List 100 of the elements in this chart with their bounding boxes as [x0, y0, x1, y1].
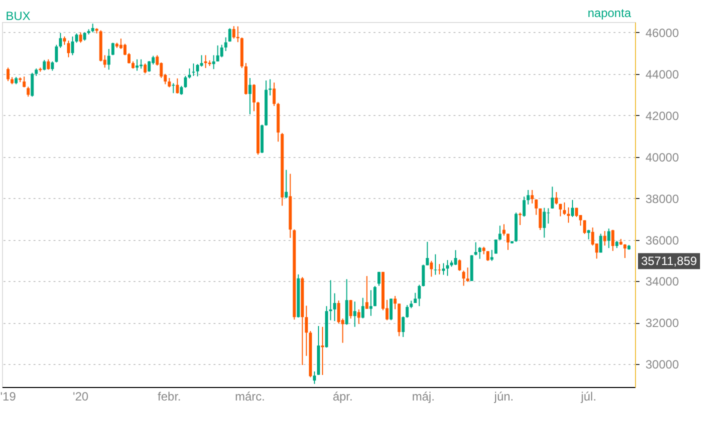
candlestick — [329, 280, 332, 321]
candlestick — [111, 42, 114, 56]
candlestick — [542, 207, 546, 238]
candlestick — [361, 297, 364, 319]
candlestick — [204, 54, 208, 69]
y-tick-label: 38000 — [646, 192, 680, 206]
candlestick — [304, 305, 308, 356]
candlestick — [184, 75, 187, 88]
candlestick — [144, 62, 147, 74]
y-tick-label: 40000 — [646, 150, 680, 164]
candlestick — [562, 202, 566, 216]
candlestick — [232, 26, 236, 40]
candlestick — [406, 304, 409, 318]
candlestick — [140, 58, 143, 70]
candlestick — [168, 77, 171, 88]
candlestick — [490, 249, 494, 262]
candlestick — [30, 72, 34, 98]
y-tick-label: 36000 — [646, 233, 680, 248]
y-tick-label: 46000 — [646, 26, 680, 40]
candlestick — [466, 267, 470, 282]
candlestick — [220, 44, 224, 58]
x-tick-label: júl. — [580, 390, 596, 404]
candlestick — [46, 58, 50, 70]
candlestick — [486, 250, 490, 262]
candlestick — [390, 298, 393, 321]
candlestick — [538, 208, 542, 231]
y-tick-label: 34000 — [646, 274, 680, 289]
candlestick — [136, 58, 139, 72]
x-tick-label: ápr. — [332, 390, 353, 404]
text: naponta — [588, 6, 632, 20]
candlestick — [394, 295, 397, 310]
candlestick — [442, 262, 445, 276]
candlestick — [422, 264, 425, 287]
candlestick — [418, 284, 421, 307]
candlestick — [357, 308, 360, 324]
candlestick — [148, 60, 151, 72]
candlestick — [71, 36, 74, 56]
candlestick — [365, 276, 368, 310]
candlestick — [426, 241, 429, 266]
candlestick — [268, 78, 272, 96]
x-tick-label: '19 — [0, 390, 16, 404]
candlestick — [272, 82, 276, 106]
candlestick — [603, 230, 606, 246]
candlestick — [284, 169, 288, 199]
candlestick — [58, 32, 62, 48]
candlestick — [554, 192, 558, 205]
candlestick — [530, 189, 534, 204]
candlestick — [550, 186, 554, 210]
candlestick — [534, 198, 538, 216]
candlestick — [402, 316, 405, 338]
x-tick-label: máj. — [412, 390, 435, 404]
candlestick — [458, 258, 462, 272]
candlestick — [22, 76, 26, 88]
candlestick — [50, 60, 54, 72]
candlestick — [252, 84, 256, 112]
chart-title: BUX — [6, 9, 30, 23]
candlestick — [611, 229, 614, 252]
candlestick — [506, 233, 510, 250]
candlestick — [607, 228, 610, 249]
candlestick — [337, 300, 340, 324]
candlestick — [377, 271, 380, 286]
candlestick — [369, 290, 372, 316]
x-tick-label: febr. — [158, 390, 181, 404]
candlestick — [212, 54, 216, 70]
candlestick — [200, 54, 204, 68]
candlestick — [454, 250, 458, 266]
y-tick-label: 30000 — [646, 358, 680, 372]
candlestick — [6, 67, 10, 82]
candlestick — [566, 206, 570, 224]
candlestick — [583, 220, 586, 234]
candlestick — [558, 203, 562, 217]
candlestick — [599, 233, 602, 254]
candlestick — [75, 32, 78, 44]
x-tick-label: jún. — [493, 390, 514, 404]
candlestick — [79, 32, 82, 44]
candlestick — [26, 86, 30, 98]
candlestick — [349, 299, 352, 320]
y-tick-label: 32000 — [646, 316, 680, 330]
candlestick — [430, 260, 433, 278]
y-tick-label: 44000 — [646, 67, 680, 82]
candlestick — [522, 196, 526, 218]
candlestick — [623, 244, 626, 259]
candlestick — [474, 242, 478, 256]
x-tick-label: márc. — [234, 390, 265, 404]
candlestick — [494, 239, 498, 254]
candlestick — [446, 260, 450, 276]
candlestick — [176, 78, 179, 94]
candlestick — [196, 64, 200, 77]
candlestick — [478, 246, 482, 260]
candlestick — [188, 68, 191, 79]
candlestick — [248, 77, 252, 115]
candlestick — [42, 59, 46, 71]
candlestick — [107, 48, 110, 70]
candlestick — [228, 28, 232, 42]
candlestick — [216, 44, 220, 62]
candlestick — [312, 370, 316, 384]
candlestick — [224, 36, 228, 52]
candlestick — [353, 301, 356, 328]
candlestick — [333, 292, 336, 322]
candlestick — [67, 40, 70, 58]
